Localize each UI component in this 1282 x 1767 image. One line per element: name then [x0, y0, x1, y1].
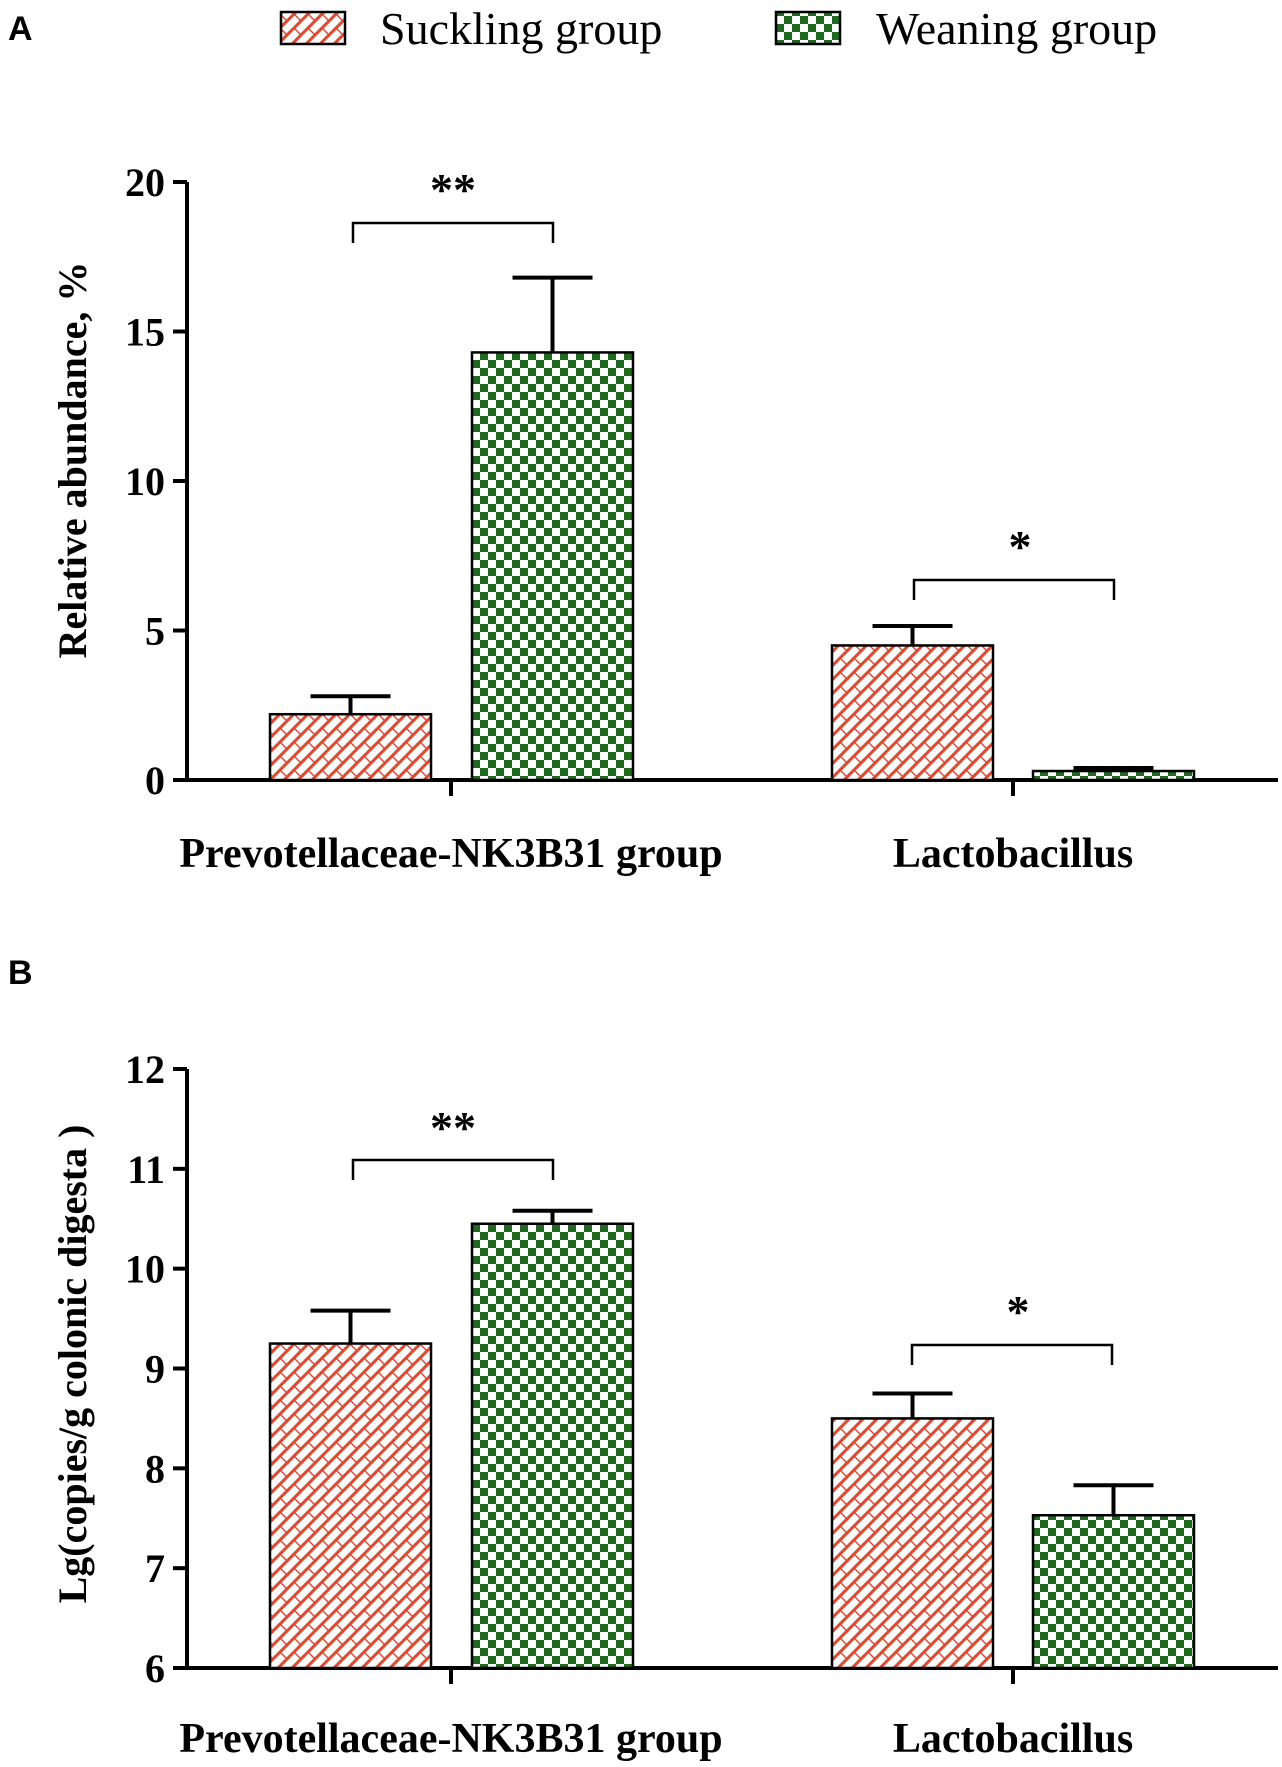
panel-b-y-tick-label: 8 [145, 1446, 165, 1491]
panel-a-y-tick-label: 0 [145, 758, 165, 803]
panel-b-significance-label: * [1007, 1286, 1030, 1337]
panel-a-y-tick-label: 20 [125, 160, 165, 205]
panel-a-y-tick-label: 10 [125, 459, 165, 504]
panel-a-y-tick-label: 5 [145, 609, 165, 654]
legend-label-weaning: Weaning group [876, 3, 1157, 54]
panel-a-lactobacillus-weaning-bar [1031, 769, 1196, 782]
panel-a-y-tick-label: 15 [125, 310, 165, 355]
panel-a-marks: 0 5 10 15 20 Prevotellaceae-NK3B31 group Lacto… [125, 160, 1278, 877]
panel-a-significance-label: * [1009, 521, 1032, 572]
panel-b-x-category-label: Prevotellaceae-NK3B31 group [179, 1716, 722, 1762]
panel-a-significance-bracket [912, 578, 1116, 600]
panel-b-lactobacillus-suckling-bar [830, 1417, 995, 1670]
panel-b-significance-bracket [351, 1158, 555, 1180]
panel-b-y-tick-label: 7 [145, 1546, 165, 1591]
panel-b-letter: B [8, 954, 33, 992]
legend-swatch-suckling [279, 10, 347, 46]
panel-a-letter: A [8, 10, 33, 48]
panel-b-prevotellaceae-weaning-bar [470, 1222, 635, 1670]
panel-b-prevotellaceae-suckling-bar [268, 1342, 433, 1670]
panel-b-x-category-label: Lactobacillus [893, 1716, 1133, 1762]
panel-b: B Lg(copies/g colonic digesta ) 6 7 8 9 10 11… [8, 954, 1278, 1762]
panel-a-y-axis-title: Relative abundance, % [50, 262, 95, 659]
panel-b-significance-label: ** [430, 1102, 476, 1153]
panel-a-significance-label: ** [430, 164, 476, 215]
legend-item-suckling[interactable]: Suckling group [279, 3, 662, 54]
legend: Suckling group Weaning group [279, 3, 1157, 54]
panel-b-y-tick-label: 11 [127, 1147, 165, 1192]
panel-b-y-tick-label: 9 [145, 1347, 165, 1392]
legend-label-suckling: Suckling group [380, 3, 662, 54]
panel-a-lactobacillus-suckling-bar [830, 644, 995, 782]
panel-b-y-axis-title: Lg(copies/g colonic digesta ) [50, 1125, 95, 1604]
panel-b-y-tick-label: 12 [125, 1047, 165, 1092]
panel-b-y-tick-label: 6 [145, 1646, 165, 1691]
legend-swatch-weaning [774, 10, 842, 46]
panel-a: A Relative abundance, % 0 5 10 15 20 Prevotel… [8, 10, 1278, 877]
panel-b-significance-bracket [910, 1343, 1114, 1365]
legend-item-weaning[interactable]: Weaning group [774, 3, 1157, 54]
panel-a-significance-bracket [351, 221, 555, 243]
panel-b-y-tick-label: 10 [125, 1247, 165, 1292]
panel-a-x-category-label: Prevotellaceae-NK3B31 group [179, 831, 722, 877]
panel-a-prevotellaceae-suckling-bar [268, 712, 433, 782]
panel-b-lactobacillus-weaning-bar [1031, 1514, 1196, 1670]
panel-a-prevotellaceae-weaning-bar [470, 351, 635, 782]
panel-a-x-category-label: Lactobacillus [893, 831, 1133, 877]
panel-b-marks: 6 7 8 9 10 11 12 Prevotellaceae-NK3B31 group Lac… [125, 1047, 1278, 1762]
